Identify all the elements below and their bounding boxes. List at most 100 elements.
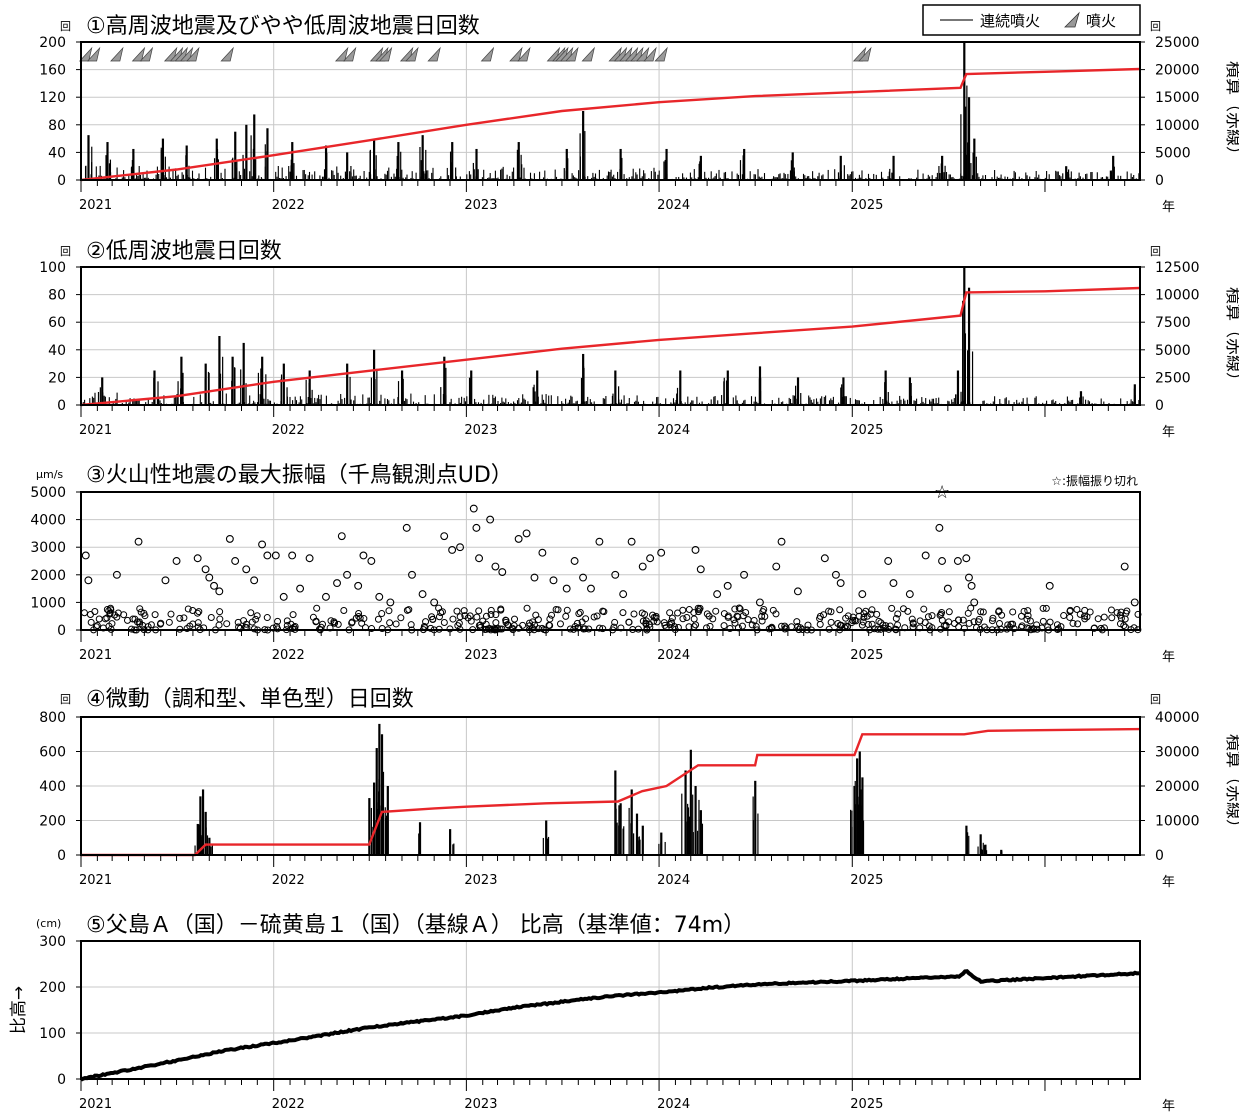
right-tick-label: 10000 [1155, 814, 1200, 830]
scatter-point [945, 608, 953, 616]
scatter-point [691, 546, 700, 554]
scatter-point [831, 570, 840, 579]
panel-5-baseline-height: ⑤父島Ａ（国）－硫黄島１（国）（基線Ａ） 比高（基準値：74m） (cm) 比高… [9, 913, 1175, 1113]
bar-mark [796, 377, 800, 405]
scatter-point [995, 619, 1003, 627]
scatter-point [510, 622, 518, 630]
bar-mark [185, 145, 188, 180]
bar-mark [101, 377, 104, 405]
bar-mark [346, 152, 349, 180]
scatter-point [882, 622, 890, 630]
x-tick-label: 2023 [464, 198, 497, 213]
panel-4-left-unit: 回 [60, 693, 71, 706]
scatter-point [920, 605, 928, 613]
bar-mark [475, 148, 478, 180]
scatter-point [253, 612, 261, 620]
scatter-point [674, 609, 682, 617]
plot-frame [80, 940, 1141, 1080]
x-tick-label: 2024 [657, 873, 690, 888]
x-tick-label: 2021 [79, 198, 112, 213]
bar-mark [372, 138, 376, 180]
scatter-point [576, 608, 584, 616]
scatter-point [736, 605, 744, 613]
scatter-point [657, 548, 666, 557]
scatter-point [563, 606, 571, 614]
left-tick-label: 20 [48, 370, 66, 386]
scatter-point [486, 515, 495, 524]
scatter-point [205, 573, 214, 582]
scatter-point [836, 606, 844, 614]
scatter-point [619, 590, 628, 599]
eruption-mark [86, 46, 101, 62]
scatter-point [215, 587, 224, 596]
bar-mark [372, 349, 376, 405]
scatter-point [296, 584, 305, 593]
left-tick-label: 0 [57, 398, 66, 414]
scatter-point [491, 562, 500, 571]
bar-mark [641, 825, 644, 855]
scatter-point [279, 592, 288, 601]
scatter-point [892, 614, 900, 622]
x-tick-label: 2023 [464, 1097, 497, 1112]
scatter-point [1107, 606, 1115, 614]
scatter-point [469, 504, 478, 513]
bar-mark [973, 138, 976, 180]
scatter-point [287, 620, 295, 628]
x-tick-label: 2022 [272, 1097, 305, 1112]
bar-mark [839, 155, 842, 180]
scatter-point [545, 621, 553, 629]
bar-mark [201, 789, 205, 855]
left-tick-label: 80 [48, 118, 66, 134]
scatter-point [194, 609, 202, 617]
eruption-mark [565, 46, 579, 62]
scatter-point [590, 613, 598, 621]
scatter-point [172, 557, 181, 565]
scatter-point [630, 610, 638, 618]
bar-mark [861, 777, 864, 855]
bar-mark [754, 780, 757, 855]
eruption-mark [139, 46, 154, 62]
panel-5-title: ⑤父島Ａ（国）－硫黄島１（国）（基線Ａ） 比高（基準値：74m） [86, 913, 745, 938]
scatter-point [744, 616, 752, 624]
scatter-point [820, 554, 829, 563]
bar-mark [282, 363, 285, 405]
bar-mark [1065, 166, 1068, 180]
x-tick-label: 2022 [272, 198, 305, 213]
scatter-point [562, 584, 571, 593]
scatter-point [760, 605, 768, 613]
scatter-point [1007, 620, 1015, 628]
bar-mark [372, 782, 376, 855]
bar-mark [242, 342, 245, 405]
bar-mark [308, 370, 311, 405]
scatter-point [231, 557, 240, 565]
scatter-point [386, 598, 395, 607]
scatter-point [977, 608, 985, 616]
scatter-point [723, 581, 732, 590]
right-tick-label: 5000 [1155, 145, 1191, 161]
eruption-mark [427, 46, 441, 62]
eruption-mark [581, 46, 595, 62]
scatter-point [492, 611, 500, 619]
scatter-point [348, 618, 356, 626]
scatter-point [924, 613, 932, 621]
scatter-point [1039, 604, 1047, 612]
x-tick-label: 2024 [657, 648, 690, 663]
scatter-point [263, 551, 272, 560]
left-tick-label: 3000 [30, 540, 66, 556]
scatter-point [955, 623, 963, 631]
scatter-point [356, 614, 364, 622]
scatter-point [1122, 609, 1130, 617]
scatter-point [1039, 617, 1047, 625]
scatter-point [863, 612, 871, 620]
scatter-point [816, 620, 824, 628]
right-tick-label: 7500 [1155, 315, 1191, 331]
scatter-point [250, 576, 259, 585]
right-tick-label: 12500 [1155, 260, 1200, 276]
scatter-point [955, 616, 963, 624]
bar-mark [665, 148, 668, 180]
left-tick-label: 120 [39, 90, 66, 106]
x-tick-label: 2024 [657, 423, 690, 438]
scatter-point [156, 620, 164, 628]
left-tick-label: 100 [39, 260, 66, 276]
panel-1-right-unit: 回 [1150, 20, 1161, 33]
